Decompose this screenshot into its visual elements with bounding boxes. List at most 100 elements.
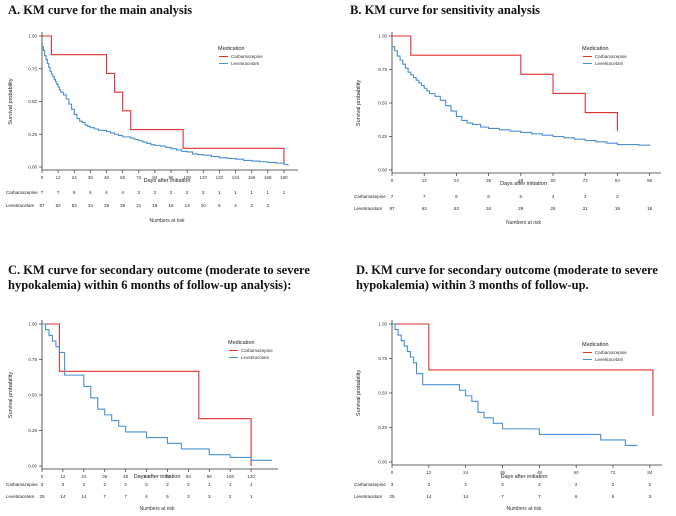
risk-value: 4 <box>121 190 124 195</box>
risk-value: 1 <box>229 482 232 487</box>
km-line-levetiracetam <box>392 46 651 146</box>
legend-label-carbamazepine: Carbamazepine <box>595 54 627 59</box>
risk-value: 6 <box>145 494 148 499</box>
risk-value: 2 <box>166 482 169 487</box>
risk-value: 7 <box>124 494 127 499</box>
x-tick-label: 72 <box>583 178 589 183</box>
x-tick-label: 24 <box>81 474 87 479</box>
x-tick-label: 72 <box>165 474 171 479</box>
risk-value: 2 <box>145 482 148 487</box>
x-tick-label: 48 <box>104 175 110 180</box>
risk-value: 10 <box>201 203 207 208</box>
risk-value: 2 <box>649 482 652 487</box>
legend-title: Medication <box>582 46 609 52</box>
x-tick-label: 96 <box>647 178 653 183</box>
risk-value: 16 <box>647 206 653 211</box>
x-tick-label: 36 <box>500 470 506 475</box>
km-line-carbamazepine <box>392 323 654 417</box>
panel-d-title: D. KM curve for secondary outcome (moder… <box>356 263 658 292</box>
x-tick-label: 48 <box>123 474 129 479</box>
risk-value: 2 <box>186 190 189 195</box>
x-tick-label: 0 <box>391 178 394 183</box>
risk-value: 6 <box>105 190 108 195</box>
risk-value: 2 <box>464 482 467 487</box>
x-tick-label: 108 <box>183 175 191 180</box>
risk-value: 1 <box>267 190 270 195</box>
risk-value: 7 <box>103 494 106 499</box>
risk-value: 21 <box>136 203 142 208</box>
risk-value: 3 <box>391 482 394 487</box>
x-tick-label: 0 <box>41 175 44 180</box>
risk-value: 5 <box>166 494 169 499</box>
risk-value: 87 <box>39 203 45 208</box>
risk-value: 7 <box>57 190 60 195</box>
risk-table-title: Numbers at risk <box>149 218 185 224</box>
y-axis-label: Survival probability <box>8 372 14 418</box>
risk-row-label: Carbamazepine <box>6 190 38 195</box>
km-line-levetiracetam <box>392 323 638 446</box>
y-tick-label: 0.50 <box>28 393 37 398</box>
risk-value: 2 <box>616 194 619 199</box>
risk-value: 4 <box>552 194 555 199</box>
risk-row-label: Levetiracetam <box>354 494 383 499</box>
legend-label-carbamazepine: Carbamazepine <box>241 348 273 353</box>
x-tick-label: 60 <box>144 474 150 479</box>
y-tick-label: 0.75 <box>28 357 37 362</box>
y-tick-label: 0.25 <box>28 428 37 433</box>
risk-value: 2 <box>501 482 504 487</box>
risk-value: 3 <box>62 482 65 487</box>
risk-value: 1 <box>250 494 253 499</box>
risk-table-title: Numbers at risk <box>506 220 542 226</box>
risk-value: 2 <box>103 482 106 487</box>
risk-value: 1 <box>234 190 237 195</box>
y-tick-label: 0.50 <box>378 391 387 396</box>
risk-value: 34 <box>486 206 492 211</box>
risk-value: 53 <box>454 206 460 211</box>
risk-value: 2 <box>267 203 270 208</box>
risk-value: 1 <box>208 482 211 487</box>
x-tick-label: 24 <box>72 175 78 180</box>
risk-value: 3 <box>41 482 44 487</box>
y-tick-label: 0.75 <box>378 356 387 361</box>
y-tick-label: 1.00 <box>28 34 37 39</box>
legend-title: Medication <box>582 342 609 348</box>
risk-value: 7 <box>41 190 44 195</box>
risk-value: 87 <box>389 206 395 211</box>
risk-value: 34 <box>88 203 94 208</box>
risk-value: 7 <box>501 494 504 499</box>
x-tick-label: 108 <box>226 474 234 479</box>
x-tick-label: 60 <box>551 178 557 183</box>
risk-value: 2 <box>229 494 232 499</box>
x-tick-label: 180 <box>280 175 288 180</box>
risk-value: 3 <box>138 190 141 195</box>
y-tick-label: 0.00 <box>28 165 37 170</box>
risk-value: 26 <box>120 203 126 208</box>
risk-table-title: Numbers at risk <box>139 506 175 512</box>
y-tick-label: 1.00 <box>378 34 387 39</box>
x-tick-label: 24 <box>463 470 469 475</box>
y-tick-label: 0.25 <box>28 132 37 137</box>
y-axis-label: Survival probability <box>8 78 14 124</box>
risk-value: 6 <box>73 190 76 195</box>
x-tick-label: 24 <box>454 178 460 183</box>
risk-value: 29 <box>518 206 524 211</box>
risk-value: 29 <box>104 203 110 208</box>
legend-label-carbamazepine: Carbamazepine <box>231 54 263 59</box>
risk-value: 3 <box>208 494 211 499</box>
risk-value: 1 <box>283 190 286 195</box>
legend-label-levetiracetam: Levetiracetam <box>231 61 260 66</box>
y-axis-label: Survival probability <box>356 370 362 416</box>
x-tick-label: 84 <box>186 474 192 479</box>
risk-value: 2 <box>202 190 205 195</box>
x-tick-label: 48 <box>537 470 543 475</box>
risk-value: 14 <box>463 494 469 499</box>
y-tick-label: 1.00 <box>378 322 387 327</box>
risk-value: 25 <box>39 494 45 499</box>
km-chart-b: 0.000.250.500.751.000 12 24 36 48 60 72 84 96Day… <box>354 32 661 226</box>
km-line-levetiracetam <box>42 45 289 166</box>
risk-value: 1 <box>250 190 253 195</box>
legend-label-levetiracetam: Levetiracetam <box>595 357 624 362</box>
risk-value: 14 <box>81 494 87 499</box>
x-tick-label: 96 <box>207 474 213 479</box>
x-axis-label: Days after initiation <box>144 178 191 184</box>
